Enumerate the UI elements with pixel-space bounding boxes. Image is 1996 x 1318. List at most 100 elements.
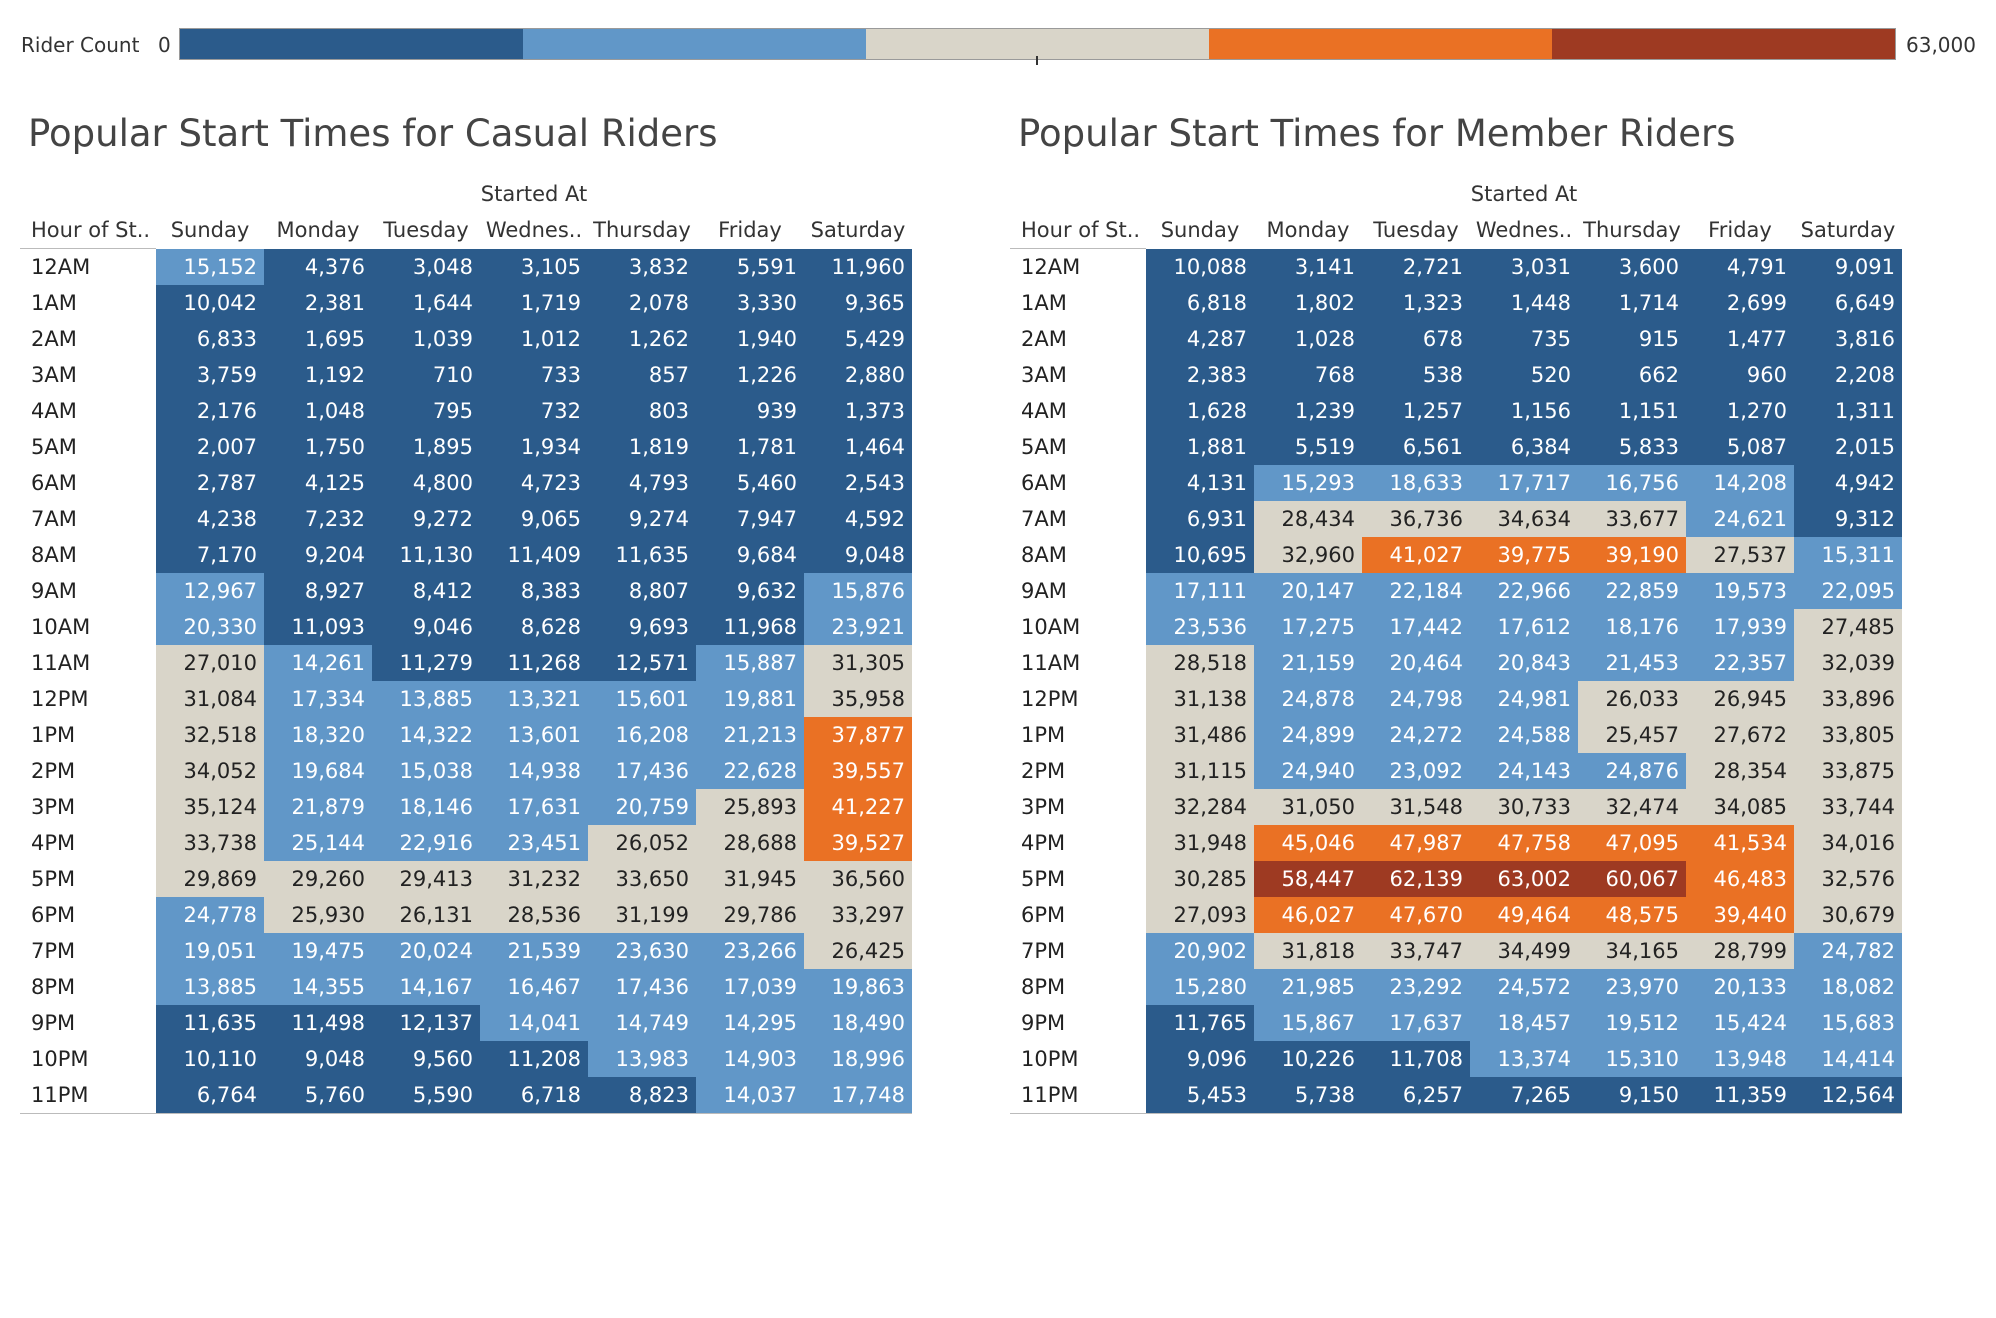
- row-label: 1PM: [31, 723, 76, 747]
- heatmap-cell: 25,457: [1578, 717, 1686, 753]
- heatmap-cell: 915: [1578, 321, 1686, 357]
- legend-min-label: 0: [158, 33, 171, 57]
- heatmap-cell: 5,519: [1254, 429, 1362, 465]
- heatmap-cell: 15,683: [1794, 1005, 1902, 1041]
- heatmap-cell: 34,085: [1686, 789, 1794, 825]
- heatmap-cell: 2,176: [156, 393, 264, 429]
- heatmap-cell: 47,987: [1362, 825, 1470, 861]
- heatmap-cell: 32,284: [1146, 789, 1254, 825]
- heatmap-cell: 21,213: [696, 717, 804, 753]
- row-label: 7PM: [1021, 939, 1066, 963]
- heatmap-cell: 7,947: [696, 501, 804, 537]
- heatmap-cell: 16,756: [1578, 465, 1686, 501]
- heatmap-cell: 31,948: [1146, 825, 1254, 861]
- heatmap-cell: 18,996: [804, 1041, 912, 1077]
- heatmap-cell: 26,033: [1578, 681, 1686, 717]
- heatmap-cell: 32,474: [1578, 789, 1686, 825]
- heatmap-cell: 1,012: [480, 321, 588, 357]
- heatmap-cell: 12,571: [588, 645, 696, 681]
- heatmap-cell: 15,311: [1794, 537, 1902, 573]
- heatmap-cell: 15,876: [804, 573, 912, 609]
- heatmap-cell: 5,760: [264, 1077, 372, 1113]
- heatmap-cell: 1,477: [1686, 321, 1794, 357]
- heatmap-cell: 34,634: [1470, 501, 1578, 537]
- heatmap-cell: 11,708: [1362, 1041, 1470, 1077]
- heatmap-cell: 1,644: [372, 285, 480, 321]
- heatmap-cell: 20,133: [1686, 969, 1794, 1005]
- heatmap-cell: 9,693: [588, 609, 696, 645]
- column-header-monday: Monday: [1266, 218, 1350, 242]
- heatmap-cell: 3,816: [1794, 321, 1902, 357]
- heatmap-cell: 31,818: [1254, 933, 1362, 969]
- column-header-tuesday: Tuesday: [1373, 218, 1459, 242]
- row-label: 6AM: [31, 471, 77, 495]
- heatmap-cell: 1,881: [1146, 429, 1254, 465]
- heatmap-cell: 18,320: [264, 717, 372, 753]
- heatmap-cell: 22,859: [1578, 573, 1686, 609]
- heatmap-cell: 2,007: [156, 429, 264, 465]
- heatmap-cell: 19,475: [264, 933, 372, 969]
- column-header-monday: Monday: [276, 218, 360, 242]
- heatmap-cell: 27,010: [156, 645, 264, 681]
- heatmap-cell: 14,041: [480, 1005, 588, 1041]
- heatmap-cell: 32,960: [1254, 537, 1362, 573]
- heatmap-cell: 33,896: [1794, 681, 1902, 717]
- heatmap-cell: 15,152: [156, 249, 264, 285]
- column-header-sunday: Sunday: [1160, 218, 1240, 242]
- heatmap-cell: 9,204: [264, 537, 372, 573]
- heatmap-cell: 1,039: [372, 321, 480, 357]
- heatmap-cell: 9,632: [696, 573, 804, 609]
- heatmap-cell: 17,631: [480, 789, 588, 825]
- heatmap-cell: 17,939: [1686, 609, 1794, 645]
- heatmap-cell: 11,765: [1146, 1005, 1254, 1041]
- heatmap-cell: 14,261: [264, 645, 372, 681]
- heatmap-cell: 1,714: [1578, 285, 1686, 321]
- heatmap-cell: 10,088: [1146, 249, 1254, 285]
- heatmap-cell: 8,823: [588, 1077, 696, 1113]
- heatmap-cell: 28,688: [696, 825, 804, 861]
- row-label: 8AM: [31, 543, 77, 567]
- row-label: 4PM: [31, 831, 76, 855]
- heatmap-cell: 14,414: [1794, 1041, 1902, 1077]
- heatmap-cell: 9,150: [1578, 1077, 1686, 1113]
- heatmap-cell: 2,015: [1794, 429, 1902, 465]
- row-label: 3AM: [31, 363, 77, 387]
- heatmap-cell: 13,374: [1470, 1041, 1578, 1077]
- heatmap-cell: 2,381: [264, 285, 372, 321]
- heatmap-cell: 17,637: [1362, 1005, 1470, 1041]
- heatmap-cell: 23,536: [1146, 609, 1254, 645]
- heatmap-cell: 3,141: [1254, 249, 1362, 285]
- heatmap-cell: 18,457: [1470, 1005, 1578, 1041]
- heatmap-cell: 30,733: [1470, 789, 1578, 825]
- row-label: 2PM: [31, 759, 76, 783]
- heatmap-cell: 32,518: [156, 717, 264, 753]
- heatmap-cell: 23,266: [696, 933, 804, 969]
- heatmap-cell: 12,137: [372, 1005, 480, 1041]
- heatmap-cell: 662: [1578, 357, 1686, 393]
- heatmap-cell: 25,144: [264, 825, 372, 861]
- heatmap-cell: 6,384: [1470, 429, 1578, 465]
- table-bottom-border: [1010, 1113, 1902, 1114]
- heatmap-cell: 29,260: [264, 861, 372, 897]
- column-header-saturday: Saturday: [1800, 218, 1896, 242]
- heatmap-cell: 9,272: [372, 501, 480, 537]
- heatmap-cell: 22,916: [372, 825, 480, 861]
- heatmap-cell: 11,960: [804, 249, 912, 285]
- heatmap-cell: 15,601: [588, 681, 696, 717]
- heatmap-cell: 13,321: [480, 681, 588, 717]
- heatmap-cell: 33,297: [804, 897, 912, 933]
- heatmap-cell: 1,750: [264, 429, 372, 465]
- heatmap-cell: 31,138: [1146, 681, 1254, 717]
- heatmap-cell: 27,093: [1146, 897, 1254, 933]
- column-header-friday: Friday: [718, 218, 782, 242]
- row-label: 10AM: [1021, 615, 1081, 639]
- row-label: 9PM: [31, 1011, 76, 1035]
- heatmap-cell: 24,621: [1686, 501, 1794, 537]
- heatmap-cell: 1,819: [588, 429, 696, 465]
- heatmap-cell: 1,192: [264, 357, 372, 393]
- heatmap-cell: 34,016: [1794, 825, 1902, 861]
- heatmap-cell: 21,879: [264, 789, 372, 825]
- heatmap-cell: 33,875: [1794, 753, 1902, 789]
- heatmap-cell: 25,893: [696, 789, 804, 825]
- heatmap-cell: 11,635: [588, 537, 696, 573]
